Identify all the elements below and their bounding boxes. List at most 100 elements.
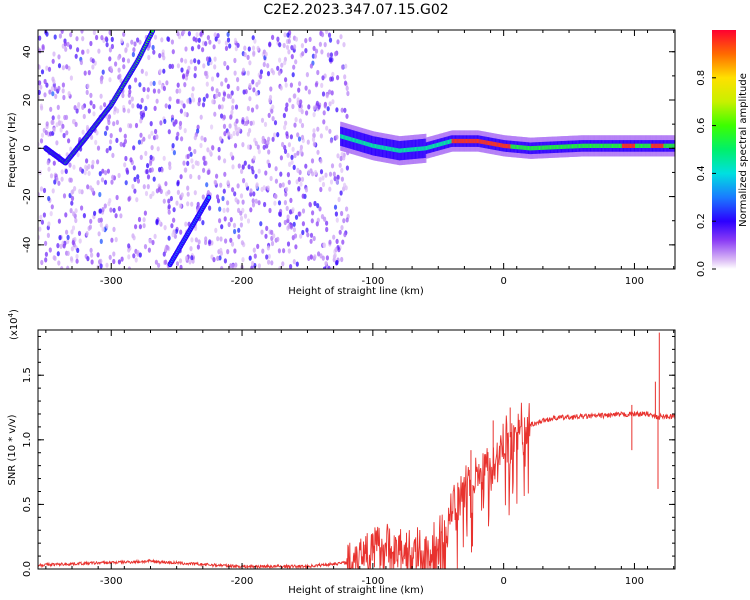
heatmap-cell: [276, 65, 280, 71]
heatmap-cell: [423, 146, 425, 151]
heatmap-cell: [659, 143, 662, 148]
heatmap-cell: [322, 242, 327, 248]
heatmap-cell: [323, 42, 327, 48]
heatmap-cell: [190, 255, 194, 261]
heatmap-cell: [139, 118, 143, 124]
heatmap-cell: [61, 65, 65, 71]
heatmap-cell: [291, 103, 295, 110]
heatmap-cell: [150, 130, 154, 136]
heatmap-cell: [231, 105, 235, 111]
heatmap-cell: [208, 205, 212, 211]
heatmap-cell: [213, 56, 217, 62]
heatmap-cell: [256, 243, 260, 249]
heatmap-cell: [323, 216, 327, 222]
heatmap-cell: [222, 114, 226, 120]
heatmap-cell: [330, 76, 334, 82]
heatmap-cell: [75, 108, 79, 114]
heatmap-cell: [222, 91, 227, 97]
heatmap-cell: [312, 128, 316, 134]
heatmap-cell: [179, 108, 183, 114]
heatmap-cell: [564, 144, 567, 149]
heatmap-cell: [661, 143, 663, 148]
heatmap-cell: [340, 167, 344, 173]
heatmap-cell: [316, 149, 320, 155]
heatmap-cell: [204, 239, 208, 246]
heatmap-cell: [286, 152, 290, 158]
heatmap-cell: [239, 193, 244, 199]
heatmap-cell: [180, 100, 184, 106]
heatmap-cell: [57, 63, 62, 69]
heatmap-cell: [312, 105, 316, 111]
heatmap-cell: [421, 146, 424, 151]
heatmap-cell: [90, 134, 94, 140]
heatmap-cell: [176, 31, 180, 37]
heatmap-cell: [123, 133, 127, 139]
heatmap-cell: [467, 138, 469, 144]
snr-frame: [37, 329, 676, 570]
heatmap-cell: [204, 41, 208, 47]
heatmap-cell: [342, 155, 346, 161]
heatmap-cell: [229, 217, 233, 223]
heatmap-cell: [60, 176, 64, 182]
heatmap-cell: [152, 176, 156, 182]
heatmap-cell: [278, 222, 282, 228]
heatmap-cell: [47, 221, 51, 227]
heatmap-cell: [321, 181, 326, 188]
heatmap-cell: [283, 200, 287, 206]
heatmap-cell: [179, 264, 183, 269]
heatmap-cell: [53, 34, 57, 40]
heatmap-cell: [212, 257, 216, 263]
heatmap-cell: [287, 179, 291, 185]
heatmap-cell: [231, 187, 235, 193]
heatmap-cell: [98, 208, 102, 214]
heatmap-cell: [246, 54, 250, 61]
heatmap-cell: [38, 80, 42, 86]
heatmap-cell: [226, 207, 230, 213]
heatmap-cell: [110, 36, 114, 43]
heatmap-cell: [519, 145, 521, 150]
heatmap-cell: [40, 259, 44, 266]
heatmap-cell: [57, 119, 62, 125]
heatmap-cell: [237, 163, 241, 169]
colorbar-label: Normalized spectral amplitude: [738, 73, 749, 227]
heatmap-cell: [650, 143, 652, 148]
heatmap-cell: [86, 48, 90, 54]
heatmap-cell: [149, 121, 153, 127]
heatmap-cell: [106, 168, 110, 174]
heatmap-cell: [250, 165, 254, 171]
heatmap-cell: [342, 218, 346, 224]
heatmap-cell: [162, 85, 166, 92]
heatmap-cell: [206, 147, 210, 153]
heatmap-cell: [278, 182, 282, 189]
heatmap-cell: [52, 160, 56, 166]
heatmap-cell: [60, 169, 64, 175]
heatmap-cell: [252, 50, 256, 56]
heatmap-cell: [179, 174, 183, 180]
heatmap-cell: [167, 235, 171, 241]
heatmap-cell: [273, 200, 277, 206]
heatmap-cell: [178, 203, 182, 209]
heatmap-cell: [267, 149, 271, 155]
heatmap-cell: [434, 143, 436, 148]
heatmap-cell: [298, 118, 302, 124]
heatmap-cell: [51, 115, 55, 121]
heatmap-cell: [172, 150, 176, 156]
heatmap-cell: [175, 261, 180, 267]
colorbar-gradient: [712, 30, 736, 269]
heatmap-cell: [224, 238, 228, 244]
heatmap-cell: [340, 225, 344, 231]
heatmap-cell: [149, 154, 153, 160]
heatmap-cell: [287, 49, 291, 55]
heatmap-cell: [62, 132, 66, 139]
heatmap-cell: [320, 31, 325, 38]
heatmap-cell: [233, 228, 237, 235]
heatmap-cell: [305, 110, 309, 116]
heatmap-cell: [97, 217, 101, 223]
heatmap-cell: [320, 82, 324, 88]
heatmap-cell: [345, 165, 349, 171]
heatmap-cell: [483, 140, 486, 145]
heatmap-cell: [338, 229, 342, 235]
heatmap-cell: [108, 198, 112, 204]
heatmap-cell: [501, 143, 504, 148]
heatmap-cell: [226, 93, 230, 99]
